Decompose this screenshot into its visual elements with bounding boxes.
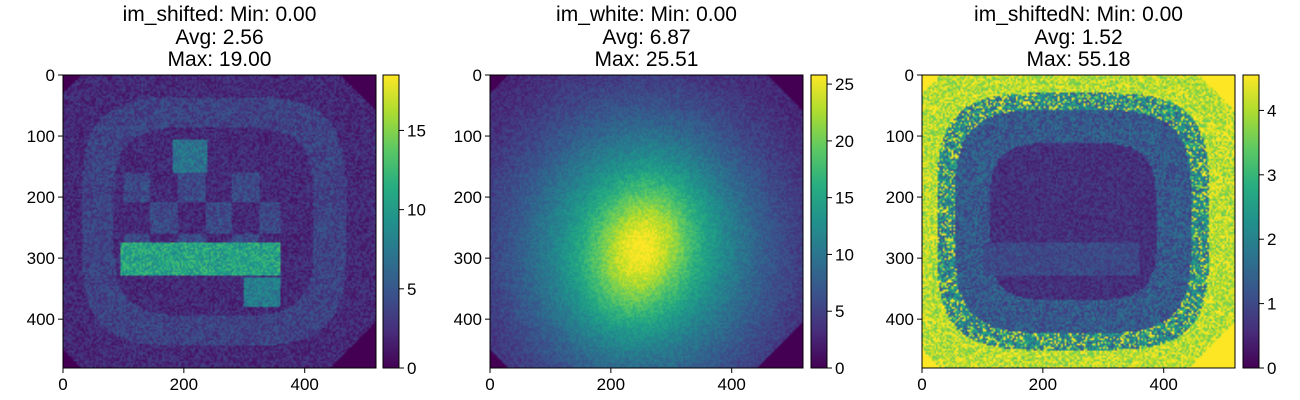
subplot-title-line-1: im_shifted: Min: 0.00 [123,3,317,26]
colorbar-tick-label: 5 [835,302,844,321]
subplot-title-line-2: Avg: 2.56 [175,26,263,49]
subplot-title-line-2: Avg: 1.52 [1034,26,1122,49]
colorbar [1242,74,1260,369]
plot-frame [921,74,1236,369]
heatmap-image [922,75,1235,368]
x-tick-label: 400 [718,375,746,394]
colorbar [382,74,400,369]
y-tick-label: 0 [46,66,55,85]
colorbar-tick-label: 10 [407,201,426,220]
x-tick-label: 200 [170,375,198,394]
heatmap-image [63,75,376,368]
y-tick-label: 0 [473,66,482,85]
subplot-title-line-3: Max: 55.18 [1027,48,1131,71]
y-tick-label: 100 [27,127,55,146]
colorbar-tick-label: 0 [835,359,844,378]
subplot-title-line-1: im_shiftedN: Min: 0.00 [974,3,1183,26]
colorbar-tick-label: 1 [1267,295,1276,314]
y-tick-label: 300 [27,249,55,268]
x-tick-label: 0 [58,375,67,394]
x-tick-label: 400 [1150,375,1178,394]
subplot-title-line-3: Max: 25.51 [595,48,699,71]
x-tick-label: 400 [291,375,319,394]
y-tick-label: 400 [886,310,914,329]
y-tick-label: 300 [454,249,482,268]
x-tick-label: 0 [917,375,926,394]
y-tick-label: 400 [27,310,55,329]
subplot-title-line-2: Avg: 6.87 [602,26,690,49]
colorbar-tick-label: 0 [1267,359,1276,378]
colorbar-tick-label: 20 [835,132,854,151]
y-tick-label: 0 [905,66,914,85]
colorbar-tick-label: 0 [407,359,416,378]
y-tick-label: 200 [886,188,914,207]
colorbar-tick-label: 2 [1267,230,1276,249]
y-tick-label: 300 [886,249,914,268]
x-tick-label: 200 [1029,375,1057,394]
x-tick-label: 200 [597,375,625,394]
plot-frame [489,74,804,369]
y-tick-label: 200 [454,188,482,207]
y-tick-label: 100 [454,127,482,146]
heatmap-image [490,75,803,368]
colorbar-tick-label: 15 [835,189,854,208]
x-tick-label: 0 [485,375,494,394]
colorbar-tick-label: 3 [1267,166,1276,185]
colorbar-tick-label: 5 [407,280,416,299]
colorbar-tick-label: 10 [835,245,854,264]
plot-frame [62,74,377,369]
colorbar [810,74,828,369]
y-tick-label: 400 [454,310,482,329]
y-tick-label: 100 [886,127,914,146]
colorbar-tick-label: 25 [835,75,854,94]
colorbar-tick-label: 4 [1267,101,1276,120]
colorbar-tick-label: 15 [407,121,426,140]
subplot-title-line-1: im_white: Min: 0.00 [556,3,737,26]
subplot-title-line-3: Max: 19.00 [168,48,272,71]
y-tick-label: 200 [27,188,55,207]
